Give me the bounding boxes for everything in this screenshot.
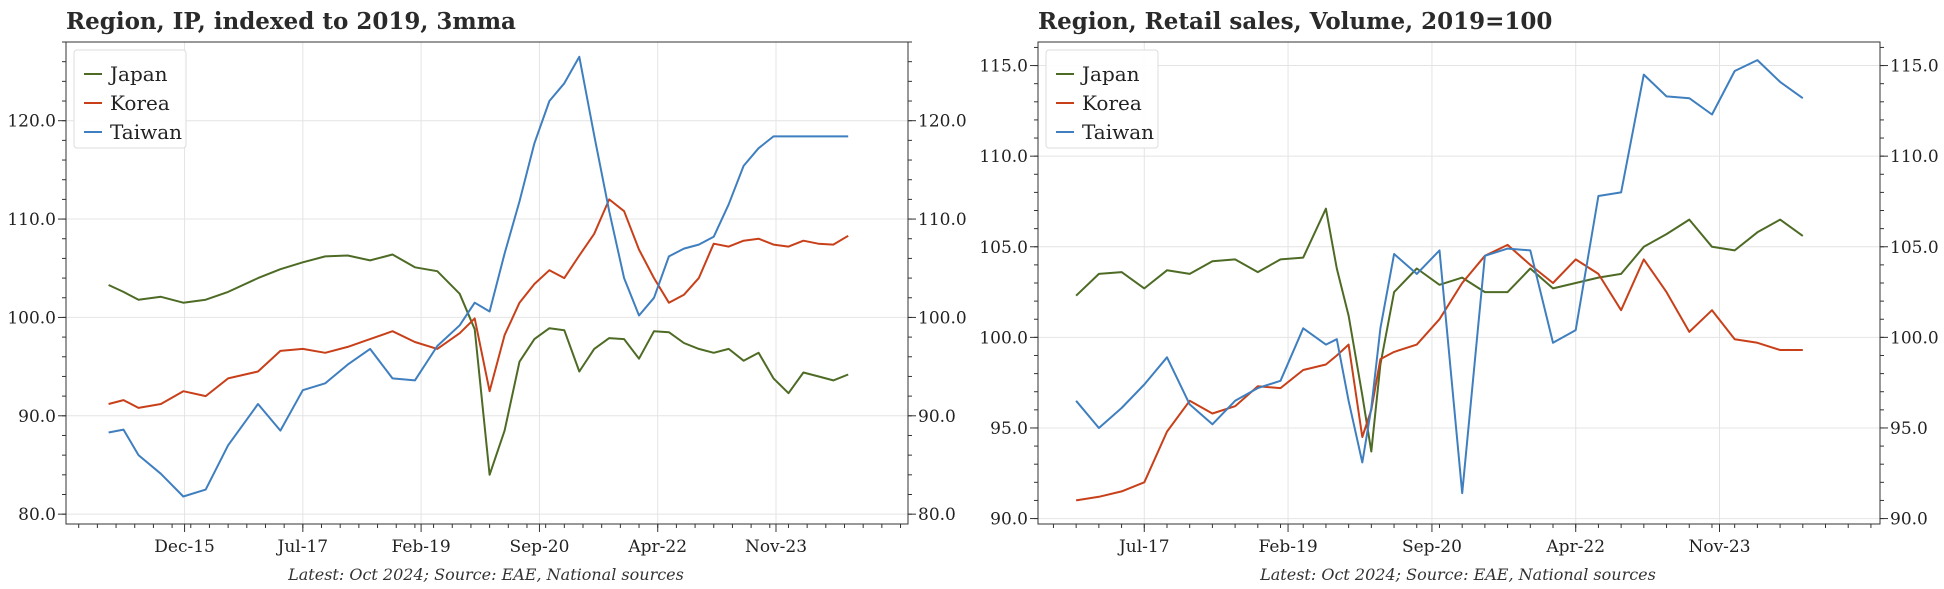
y-tick-label-right: 110.0 [918,210,967,230]
y-tick-label-right: 105.0 [1890,238,1939,258]
y-tick-label-left: 100.0 [979,328,1028,348]
x-tick-label: Jul-17 [276,537,329,557]
ip-chart-svg: 80.0 80.0 90.0 90.0 100.0 100.0 110.0 110.0 120.… [7,41,967,557]
x-tick-label: Apr-22 [1545,537,1605,557]
series-line-taiwan [1075,59,1804,495]
y-tick-label-left: 95.0 [990,419,1028,439]
x-tick-label: Sep-20 [509,537,569,557]
ip-chart-panel: Region, IP, indexed to 2019, 3mma 80.0 80… [7,8,967,584]
retail-chart-svg: 90.0 90.0 95.0 95.0 100.0 100.0 105.0 105.0 110.… [979,41,1939,557]
y-tick-label-right: 90.0 [918,407,956,427]
legend-label: Japan [1080,62,1140,86]
x-tick-label: Sep-20 [1402,537,1462,557]
y-tick-label-right: 90.0 [1890,510,1928,530]
y-tick-label-left: 115.0 [979,57,1028,77]
y-tick-label-right: 115.0 [1890,57,1939,77]
chart-title: Region, IP, indexed to 2019, 3mma [66,8,516,35]
chart-title: Region, Retail sales, Volume, 2019=100 [1038,8,1553,35]
series-line-korea [1075,243,1803,502]
x-tick-label: Nov-23 [745,537,807,557]
x-tick-label: Dec-15 [154,537,215,557]
x-tick-label: Feb-19 [1258,537,1317,557]
series-line-korea [108,198,849,409]
y-tick-label-right: 100.0 [1890,328,1939,348]
y-tick-label-left: 90.0 [18,407,56,427]
legend-label: Korea [1082,91,1142,115]
chart-source: Latest: Oct 2024; Source: EAE, National … [288,565,684,584]
y-tick-label-right: 120.0 [918,112,967,132]
x-tick-label: Nov-23 [1688,537,1750,557]
y-tick-label-left: 100.0 [7,308,56,328]
y-tick-label-left: 90.0 [990,510,1028,530]
legend-label: Taiwan [1082,120,1154,144]
legend-label: Japan [108,62,168,86]
y-tick-label-left: 110.0 [979,147,1028,167]
series-line-japan [108,253,849,476]
series-line-japan [1075,207,1804,453]
plot-frame [65,41,909,525]
y-tick-label-right: 110.0 [1890,147,1939,167]
series-line-taiwan [108,55,849,498]
chart-source: Latest: Oct 2024; Source: EAE, National … [1260,565,1656,584]
x-tick-label: Feb-19 [392,537,451,557]
y-tick-label-left: 105.0 [979,238,1028,258]
legend: Japan Korea Taiwan [73,49,187,149]
y-tick-label-left: 110.0 [7,210,56,230]
y-tick-label-left: 80.0 [18,505,56,525]
y-tick-label-left: 120.0 [7,112,56,132]
legend-label: Korea [110,91,170,115]
x-tick-label: Jul-17 [1117,537,1170,557]
y-tick-label-right: 80.0 [918,505,956,525]
y-tick-label-right: 100.0 [918,308,967,328]
legend: Japan Korea Taiwan [1045,49,1159,149]
y-tick-label-right: 95.0 [1890,419,1928,439]
retail-chart-panel: Region, Retail sales, Volume, 2019=100 9… [972,0,1944,589]
legend-label: Taiwan [110,120,182,144]
x-tick-label: Apr-22 [627,537,687,557]
